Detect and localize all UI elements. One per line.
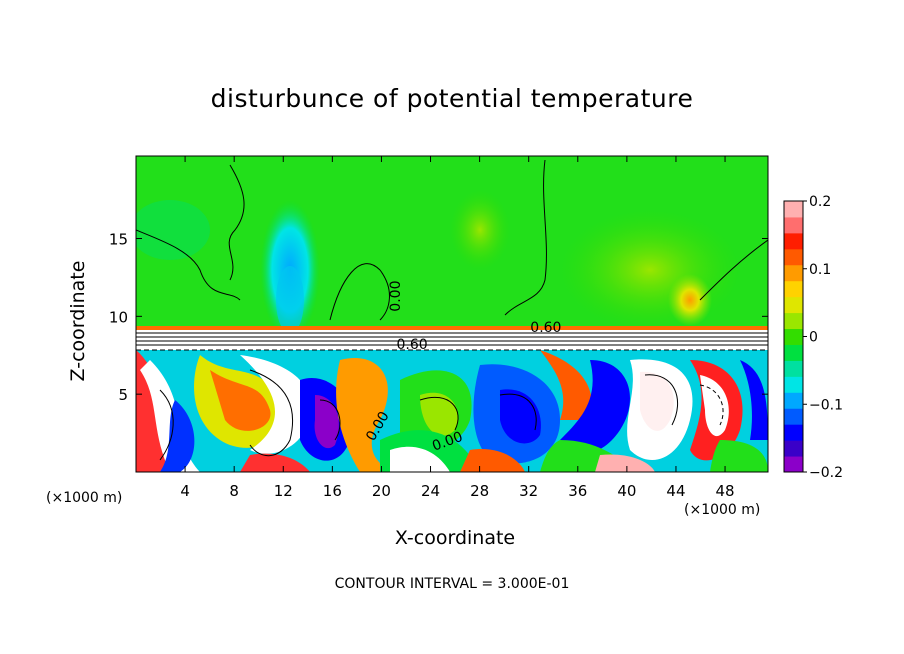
colorbar-band	[784, 344, 803, 361]
colorbar-band	[784, 392, 803, 409]
x-tick-label: 16	[323, 482, 342, 500]
colorbar-band	[784, 248, 803, 266]
colorbar-band	[784, 424, 803, 441]
colorbar-band	[784, 440, 803, 457]
x-unit-left: (×1000 m)	[46, 490, 123, 506]
x-axis-label: X-coordinate	[394, 527, 516, 549]
x-unit-right: (×1000 m)	[684, 502, 761, 518]
colorbar-band	[784, 328, 803, 345]
y-tick-label: 10	[109, 308, 128, 326]
colorbar-tick-label: −0.2	[809, 465, 843, 481]
y-tick-label: 15	[109, 231, 128, 249]
band-orange	[136, 326, 768, 330]
colorbar-band	[784, 408, 803, 425]
colorbar-ticks: 0.2 0.1 0 −0.1 −0.2	[803, 194, 843, 481]
colorbar-tick-label: −0.1	[809, 397, 843, 413]
x-tick-label: 20	[372, 482, 391, 500]
contour-label: 0.60	[530, 320, 561, 336]
colorbar-band	[784, 264, 803, 282]
colorbar-band	[784, 456, 803, 473]
y-axis-label: Z-coordinate	[67, 260, 89, 382]
light-green-anomaly	[560, 210, 740, 330]
contour-interval: CONTOUR INTERVAL = 3.000E-01	[334, 576, 570, 592]
colorbar-band	[784, 360, 803, 377]
x-tick-label: 48	[716, 482, 735, 500]
colorbar-band	[784, 376, 803, 393]
x-tick-label: 40	[617, 482, 636, 500]
field-layer	[136, 156, 768, 472]
contour-label: 0.00	[388, 281, 404, 312]
x-ticks: 4 8 12 16 20 24 28 32 36 40 44 48	[180, 156, 735, 500]
x-tick-label: 44	[666, 482, 685, 500]
x-tick-label: 8	[229, 482, 239, 500]
yellow-anomaly	[668, 274, 712, 326]
x-tick-label: 36	[568, 482, 587, 500]
contour-lines	[136, 159, 768, 461]
x-tick-label: 32	[519, 482, 538, 500]
x-tick-label: 12	[274, 482, 293, 500]
y-ticks: 5 10 15	[109, 231, 768, 404]
colorbar-band	[784, 280, 803, 298]
colorbar-band	[784, 312, 803, 330]
colorbar-tick-label: 0	[809, 330, 818, 346]
colorbar-tick-label: 0.1	[809, 262, 831, 278]
x-tick-label: 28	[470, 482, 489, 500]
contour-label: 0.60	[397, 337, 428, 353]
colorbar-tick-label: 0.2	[809, 194, 831, 210]
colorbar-band	[784, 232, 803, 250]
x-tick-label: 24	[421, 482, 440, 500]
chart-title: disturbunce of potential temperature	[210, 84, 694, 113]
colorbar-band	[784, 296, 803, 314]
x-tick-label: 4	[180, 482, 190, 500]
plot-frame	[135, 155, 769, 473]
colorbar-band	[784, 216, 803, 234]
y-tick-label: 5	[118, 386, 128, 404]
colorbar	[784, 201, 803, 473]
colorbar-band	[784, 201, 803, 218]
